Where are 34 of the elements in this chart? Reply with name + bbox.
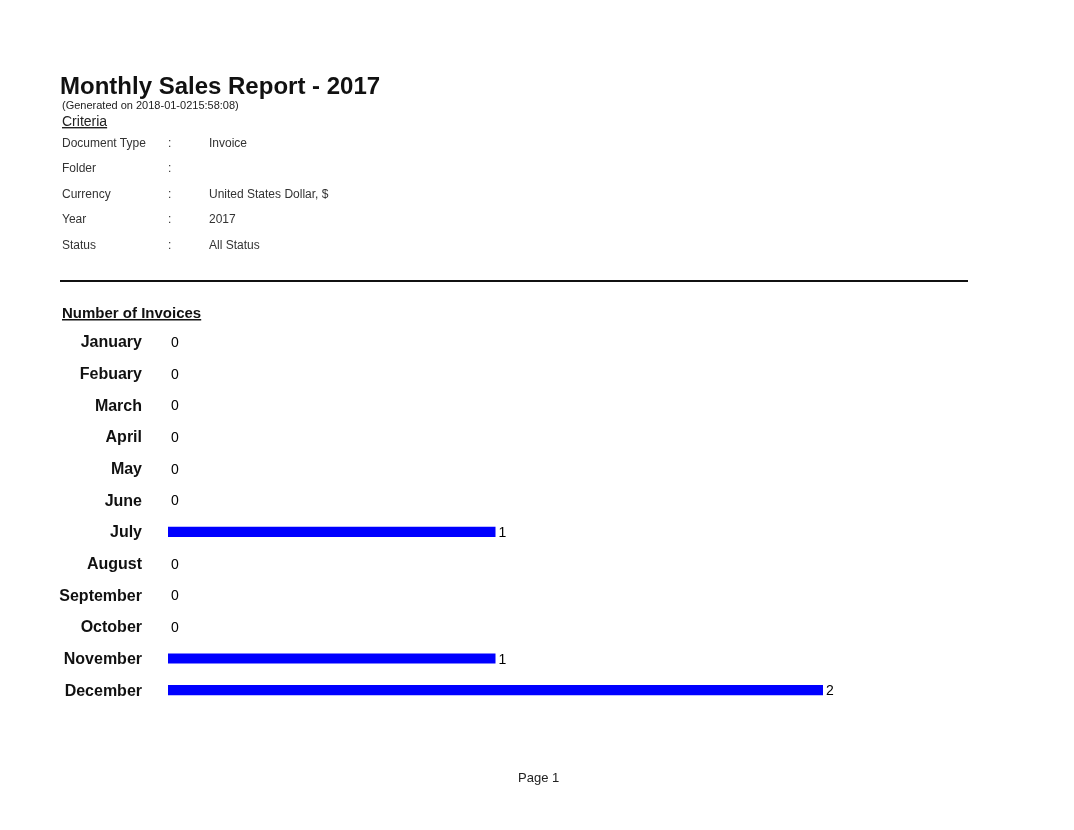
text: Criteria	[62, 113, 108, 129]
y-tick-label: July	[109, 523, 143, 541]
y-tick-label: April	[105, 428, 142, 446]
y-tick-label: January	[80, 333, 143, 351]
text: Page 1	[518, 770, 560, 785]
chart-subtitle: (Generated on 2018-01-0215:58:08)	[62, 99, 239, 111]
text: Currency : United States Dollar, $	[62, 187, 329, 201]
data-label: 1	[498, 523, 507, 540]
y-tick-label: October	[80, 618, 142, 636]
text: Year : 2017	[62, 212, 236, 226]
data-label: 0	[171, 428, 179, 445]
y-tick-label: Febuary	[79, 365, 143, 383]
chart-title: Monthly Sales Report - 2017	[60, 72, 381, 99]
data-label: 2	[826, 682, 834, 699]
y-tick-label: May	[110, 460, 143, 478]
y-tick-label: March	[94, 396, 142, 414]
y-tick-label: December	[64, 681, 142, 699]
y-tick-label: June	[104, 491, 143, 509]
y-tick-label: November	[63, 650, 142, 668]
text: Status : All Status	[62, 238, 260, 252]
data-label: 0	[171, 365, 179, 382]
data-label: 0	[171, 618, 179, 635]
data-label: 0	[171, 397, 179, 414]
text: Document Type : Invoice	[62, 136, 248, 150]
data-label: 0	[171, 587, 179, 604]
data-label: 0	[171, 460, 179, 477]
data-label: 0	[171, 555, 179, 572]
data-label: 1	[498, 650, 507, 667]
data-label: 0	[171, 333, 179, 350]
y-tick-label: August	[86, 555, 143, 573]
data-label: 0	[171, 492, 179, 509]
text: Folder :	[62, 161, 172, 175]
text: Number of Invoices	[62, 304, 202, 321]
y-tick-label: September	[59, 586, 142, 604]
